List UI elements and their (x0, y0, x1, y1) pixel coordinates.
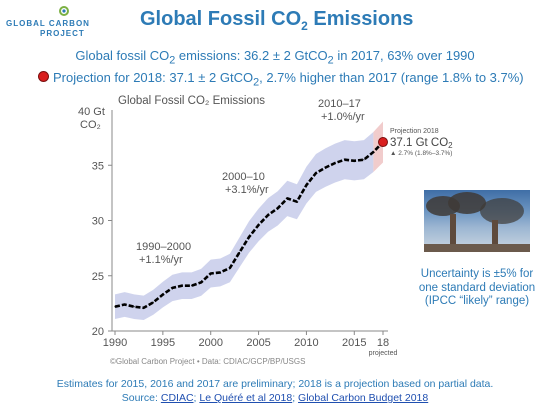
uncertainty-band (115, 132, 374, 320)
ground (424, 244, 530, 252)
annotation-rate: +3.1%/yr (225, 184, 269, 196)
summary-part: in 2017, 63% over 1990 (333, 48, 475, 63)
annotation-rate: +1.0%/yr (321, 111, 365, 123)
annotation-period: 1990–2000 (136, 241, 191, 253)
projection-marker (378, 137, 388, 148)
projection-label-value: 37.1 Gt CO2 (390, 137, 453, 150)
uncertainty-caption: Uncertainty is ±5% for one standard devi… (412, 268, 542, 309)
data-point (191, 285, 193, 287)
data-point (114, 306, 116, 308)
summary-line: Global fossil CO2 emissions: 36.2 ± 2 Gt… (0, 48, 550, 67)
x-tick-label: 2010 (294, 337, 318, 349)
smokestack-photo (424, 190, 530, 252)
y-axis-unit-label: CO₂ (80, 119, 101, 131)
x-tick-label: 1995 (151, 337, 175, 349)
data-point (248, 236, 250, 238)
title-text: Global Fossil CO (140, 8, 302, 30)
summary-part: emissions: 36.2 ± 2 GtCO (175, 48, 328, 63)
link-global-carbon-budget[interactable]: Global Carbon Budget 2018 (298, 392, 429, 404)
data-point (334, 162, 336, 164)
source-label: Source: (121, 392, 161, 404)
caption-line-3: (IPCC “likely” range) (424, 295, 530, 307)
smoke-plume (480, 198, 524, 224)
data-point (152, 301, 154, 303)
projection-label-title: Projection 2018 (390, 128, 439, 135)
separator: ; (193, 392, 200, 404)
link-cdiac[interactable]: CDIAC (160, 392, 194, 404)
projection-sub: 2 (253, 76, 260, 89)
data-point (325, 166, 327, 169)
caption-line-1: Uncertainty is ±5% for (420, 268, 534, 280)
data-point (171, 287, 173, 289)
data-point (286, 197, 288, 199)
data-point (353, 160, 355, 162)
x-tick-label: 18 (377, 337, 389, 349)
title-subscript: 2 (301, 19, 308, 33)
data-point (344, 159, 346, 161)
chart-title: Global Fossil CO₂ Emissions (118, 95, 265, 107)
data-point (258, 224, 260, 226)
summary-sub: 2 (327, 54, 334, 67)
y-tick-label: 35 (92, 160, 104, 172)
credit-text: ©Global Carbon Project • Data: CDIAC/GCP… (110, 357, 305, 366)
x-tick-sublabel: projected (369, 350, 398, 357)
data-point (372, 151, 374, 153)
projection-line: Projection for 2018: 37.1 ± 2 GtCO2, 2.7… (38, 70, 524, 89)
global-carbon-project-logo: GLOBAL CARBON PROJECT (6, 6, 118, 40)
x-tick-label: 2015 (342, 337, 366, 349)
data-point (162, 293, 164, 296)
data-point (133, 306, 135, 308)
page-title: Global Fossil CO2 Emissions (140, 8, 413, 33)
title-end: Emissions (307, 8, 414, 30)
sources-line: Source: CDIAC; Le Quéré et al 2018; Glob… (0, 392, 550, 404)
data-point (315, 172, 317, 174)
x-tick-label: 2000 (198, 337, 222, 349)
y-tick-label: 25 (92, 271, 104, 283)
projection-label-range: ▲ 2.7% (1.8%–3.7%) (390, 150, 452, 157)
data-point (200, 281, 202, 283)
data-point (229, 267, 231, 269)
credit-text-body: Global Carbon Project • Data: CDIAC/GCP/… (116, 357, 306, 366)
caption-line-2: one standard deviation (418, 281, 536, 294)
x-tick-label: 1990 (103, 337, 127, 349)
globe-logo-icon (59, 6, 69, 16)
data-point (143, 307, 145, 309)
y-tick-label: 30 (92, 216, 104, 228)
annotation-rate: +1.1%/yr (139, 254, 183, 266)
data-point (296, 201, 298, 203)
smoke-plume (448, 192, 486, 214)
data-point (181, 285, 183, 287)
annotation-period: 2000–10 (222, 171, 265, 183)
data-point (305, 184, 307, 186)
logo-text-bottom: PROJECT (40, 29, 85, 38)
smokestack (492, 220, 498, 252)
separator: ; (292, 392, 299, 404)
annotation-period: 2010–17 (318, 98, 361, 110)
data-point (124, 303, 126, 306)
summary-part: Global fossil CO (75, 48, 170, 63)
data-point (219, 271, 221, 273)
projection-part: Projection for 2018: 37.1 ± 2 GtCO (53, 70, 254, 85)
x-tick-label: 2005 (246, 337, 270, 349)
data-point (267, 214, 269, 216)
data-point (277, 207, 279, 209)
data-point (363, 159, 365, 161)
logo-text-top: GLOBAL CARBON (6, 19, 90, 28)
data-point (210, 272, 212, 275)
data-point (238, 251, 240, 254)
projection-part: , 2.7% higher than 2017 (range 1.8% to 3… (259, 70, 524, 85)
summary-sub: 2 (169, 54, 176, 67)
footnote: Estimates for 2015, 2016 and 2017 are pr… (56, 378, 494, 390)
y-tick-label: 20 (92, 326, 104, 338)
red-dot-icon (38, 71, 49, 82)
smokestack (450, 214, 456, 252)
y-axis-top-label: 40 Gt (78, 106, 105, 118)
link-le-quere[interactable]: Le Quéré et al 2018 (199, 392, 293, 404)
